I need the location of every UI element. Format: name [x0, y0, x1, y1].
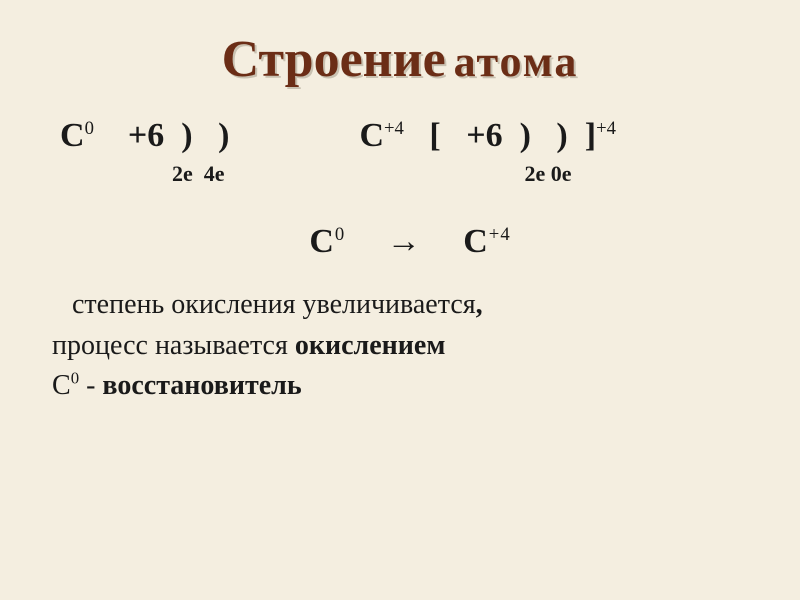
ion-symbol: C: [359, 117, 384, 154]
line-3-bold: восстановитель: [102, 370, 301, 401]
line-3-dash: -: [79, 370, 102, 401]
line-1-text: степень окисления увеличивается: [72, 289, 476, 320]
line-3-symbol: C: [52, 370, 71, 401]
transition-left-symbol: C: [309, 223, 335, 260]
neutral-paren-1: ): [181, 117, 192, 154]
neutral-shells: 2e 4e: [172, 161, 225, 187]
arrow-icon: →: [387, 223, 422, 260]
title-word-2: атома: [454, 37, 579, 86]
transition-row: C0 → C+4: [50, 223, 750, 261]
neutral-charge: 0: [85, 118, 94, 139]
line-2: процесс называется окислением: [52, 330, 445, 361]
explanation-paragraph: степень окисления увеличивается, процесс…: [50, 285, 750, 407]
transition-right-sup: +4: [489, 224, 511, 245]
ion-bracket-close: ]: [585, 117, 596, 154]
atom-structure-row: C0 +6 ) ) C+4 [ +6 ) ) ]+4: [50, 117, 750, 155]
transition-right-symbol: C: [463, 223, 489, 260]
neutral-shell-1: 2e: [172, 161, 193, 186]
ion-shell-1: 2e: [525, 161, 546, 186]
line-3: C0 - восстановитель: [52, 370, 302, 401]
electron-shells-row: 2e 4e 2e 0e: [50, 161, 750, 187]
slide-title: Строение атома: [50, 30, 750, 89]
ion-paren-1: ): [520, 117, 531, 154]
ion-outer-charge: +4: [596, 118, 616, 139]
line-2-bold: окислением: [295, 330, 446, 361]
line-3-sup: 0: [71, 369, 79, 388]
title-word-1: Строение: [222, 31, 446, 88]
ion-shells: 2e 0e: [525, 161, 572, 187]
atom-ion: C+4 [ +6 ) ) ]+4: [359, 117, 616, 155]
neutral-shell-2: 4e: [204, 161, 225, 186]
neutral-nucleus: +6: [128, 117, 164, 154]
ion-bracket-open: [: [429, 117, 440, 154]
ion-shell-2: 0e: [551, 161, 572, 186]
slide: Строение атома C0 +6 ) ) C+4 [ +6 ) ) ]+…: [0, 0, 800, 600]
ion-charge: +4: [384, 118, 404, 139]
line-1: степень окисления увеличивается,: [52, 285, 750, 326]
transition-left-sup: 0: [335, 224, 345, 245]
neutral-paren-2: ): [218, 117, 229, 154]
ion-paren-2: ): [556, 117, 567, 154]
line-1-comma: ,: [476, 289, 483, 320]
neutral-symbol: C: [60, 117, 85, 154]
line-2-plain: процесс называется: [52, 330, 295, 361]
ion-nucleus: +6: [466, 117, 502, 154]
atom-neutral: C0 +6 ) ): [60, 117, 229, 155]
